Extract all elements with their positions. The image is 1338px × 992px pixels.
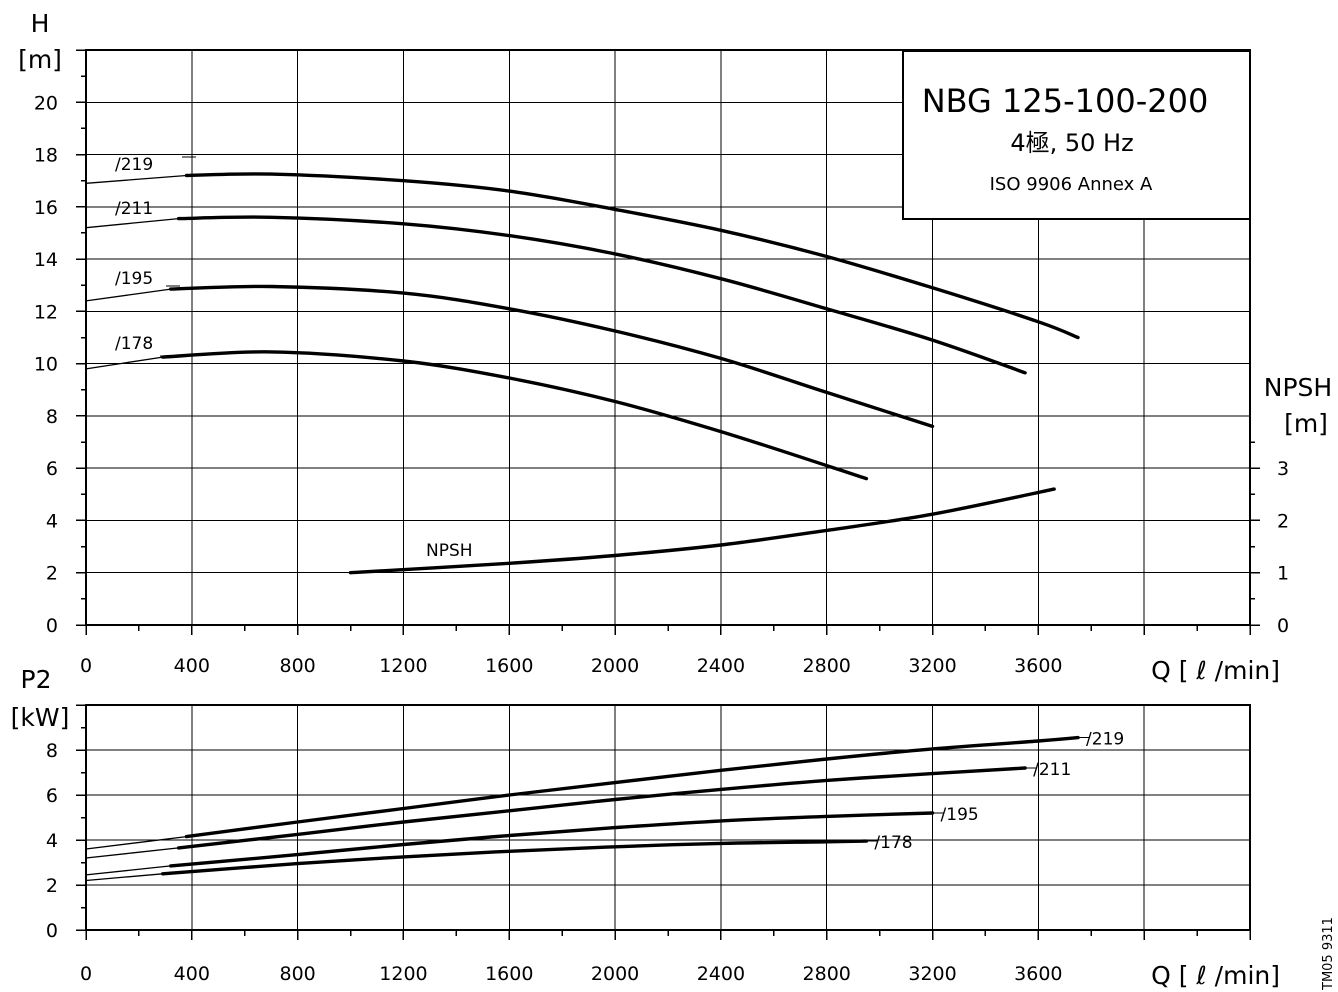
curves bbox=[85, 156, 1091, 882]
p2-d219-extension bbox=[85, 835, 187, 850]
h-tick-label: 0 bbox=[46, 615, 58, 637]
p2-curve-label: /195 bbox=[941, 805, 979, 825]
p2-curve-label: /219 bbox=[1086, 730, 1124, 750]
title-box-frame bbox=[902, 50, 1251, 220]
top-x-tick-label: 0 bbox=[80, 655, 92, 677]
npsh-axis-title-line2: [m] bbox=[1284, 409, 1328, 438]
bottom-x-tick-label: 400 bbox=[174, 963, 210, 985]
p2-axis-title-line2: [kW] bbox=[11, 703, 70, 732]
h-curve-label: /219 bbox=[115, 155, 153, 175]
h-tick-label: 2 bbox=[46, 563, 58, 585]
h-d211-extension bbox=[85, 217, 179, 229]
p2-curve-d178 bbox=[161, 839, 869, 876]
p2-tick-label: 4 bbox=[46, 830, 58, 852]
bottom-x-tick-label: 800 bbox=[280, 963, 316, 985]
h-curve-label: /178 bbox=[115, 334, 153, 354]
h-tick-label: 18 bbox=[34, 145, 58, 167]
p2-tick-label: 2 bbox=[46, 875, 58, 897]
top-x-tick-label: 2800 bbox=[803, 655, 851, 677]
top-x-tick-label: 400 bbox=[174, 655, 210, 677]
npsh-axis-title-line1: NPSH bbox=[1264, 373, 1332, 402]
h-d219-extension bbox=[85, 174, 187, 184]
pole-frequency: 4極, 50 Hz bbox=[1010, 129, 1133, 157]
npsh-tick-label: 3 bbox=[1277, 458, 1289, 480]
bottom-x-tick-label: 2000 bbox=[591, 963, 639, 985]
h-axis-title-line1: H bbox=[31, 9, 50, 38]
bottom-x-tick-label: 3600 bbox=[1014, 963, 1062, 985]
top-grid bbox=[85, 49, 1251, 626]
p2-axis-title-line1: P2 bbox=[21, 665, 52, 694]
h-tick-label: 12 bbox=[34, 301, 58, 323]
p2-d211-extension bbox=[85, 847, 179, 859]
p2-curve-label: /178 bbox=[874, 833, 912, 853]
h-tick-label: 8 bbox=[46, 406, 58, 428]
h-curve-d195 bbox=[169, 284, 935, 429]
h-d178-extension bbox=[85, 356, 163, 370]
h-axis-title-line2: [m] bbox=[18, 45, 62, 74]
p2-d178-extension bbox=[85, 873, 163, 882]
q-axis-title-bottom: Q [ ℓ /min] bbox=[1151, 961, 1280, 990]
h-tick-label: 10 bbox=[34, 354, 58, 376]
p2-curve-label: /211 bbox=[1033, 760, 1071, 780]
h-curve-d211 bbox=[176, 215, 1027, 375]
bottom-x-tick-label: 2800 bbox=[803, 963, 851, 985]
test-standard: ISO 9906 Annex A bbox=[990, 174, 1153, 195]
h-curve-d219 bbox=[184, 172, 1080, 340]
npsh-tick-label: 2 bbox=[1277, 510, 1289, 532]
top-x-tick-label: 3600 bbox=[1014, 655, 1062, 677]
p2-d195-extension bbox=[85, 865, 171, 876]
figure-code: TM05 9311 bbox=[1321, 917, 1336, 991]
top-x-tick-label: 1600 bbox=[485, 655, 533, 677]
h-tick-label: 14 bbox=[34, 249, 58, 271]
h-tick-label: 4 bbox=[46, 510, 58, 532]
h-curve-label: /211 bbox=[115, 199, 153, 219]
top-x-tick-label: 800 bbox=[280, 655, 316, 677]
bottom-x-tick-label: 1200 bbox=[379, 963, 427, 985]
p2-curve-d211 bbox=[176, 766, 1027, 850]
q-axis-title-top: Q [ ℓ /min] bbox=[1151, 656, 1280, 685]
h-curve-label: /195 bbox=[115, 269, 153, 289]
h-tick-label: 20 bbox=[34, 92, 58, 114]
bottom-x-tick-label: 2400 bbox=[697, 963, 745, 985]
p2-tick-label: 0 bbox=[46, 920, 58, 942]
h-tick-label: 16 bbox=[34, 197, 58, 219]
top-x-tick-label: 1200 bbox=[379, 655, 427, 677]
p2-tick-label: 6 bbox=[46, 785, 58, 807]
npsh-curve-NPSH bbox=[348, 487, 1056, 575]
axis-ticks bbox=[76, 49, 1260, 940]
model-name: NBG 125-100-200 bbox=[922, 82, 1209, 120]
p2-tick-label: 8 bbox=[46, 740, 58, 762]
p2-curve-d195 bbox=[169, 811, 935, 868]
bottom-x-tick-label: 0 bbox=[80, 963, 92, 985]
title-box: NBG 125-100-200 4極, 50 Hz ISO 9906 Annex… bbox=[902, 50, 1251, 220]
h-tick-label: 6 bbox=[46, 458, 58, 480]
top-x-tick-label: 2000 bbox=[591, 655, 639, 677]
bottom-x-tick-label: 3200 bbox=[908, 963, 956, 985]
npsh-tick-label: 0 bbox=[1277, 615, 1289, 637]
p2-curve-d219 bbox=[184, 735, 1080, 839]
bottom-x-tick-label: 1600 bbox=[485, 963, 533, 985]
h-d195-extension bbox=[85, 288, 171, 302]
top-x-tick-label: 2400 bbox=[697, 655, 745, 677]
h-curve-d178 bbox=[161, 350, 869, 481]
npsh-tick-label: 1 bbox=[1277, 563, 1289, 585]
top-x-tick-label: 3200 bbox=[908, 655, 956, 677]
npsh-curve-label: NPSH bbox=[426, 541, 473, 561]
